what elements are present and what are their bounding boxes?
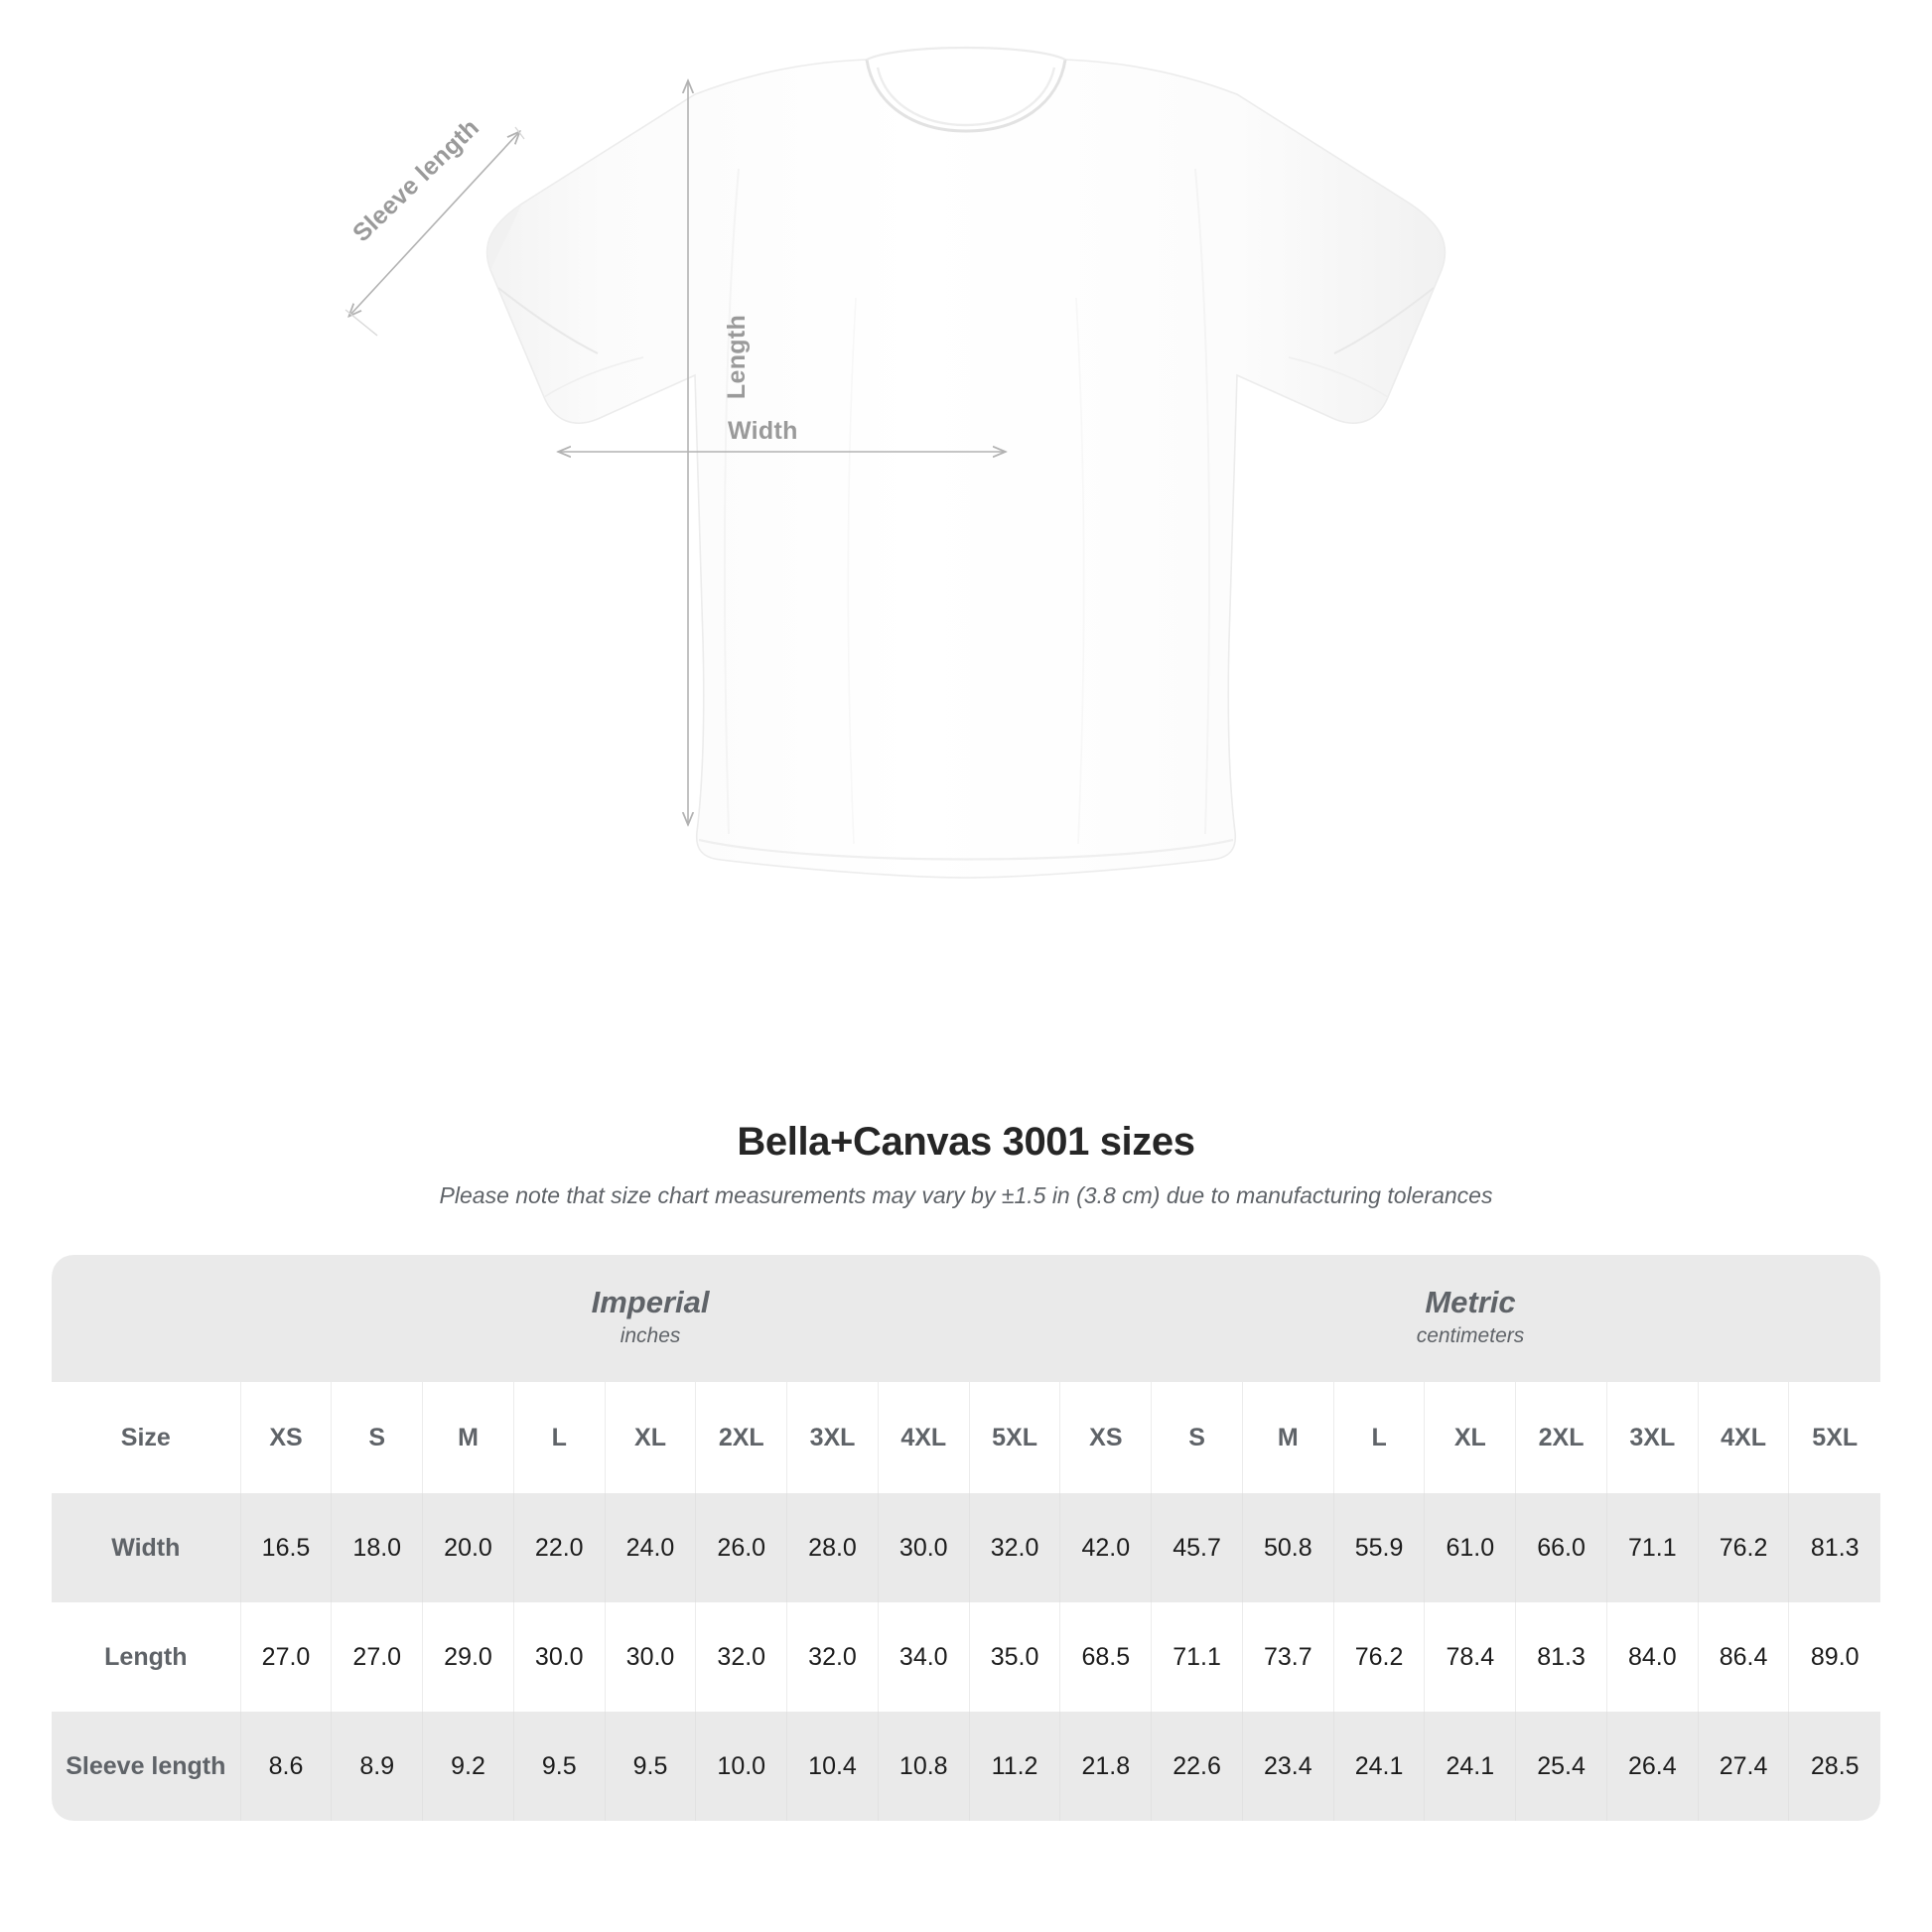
table-cell: 27.4 bbox=[1697, 1712, 1789, 1821]
size-column-header: 5XL bbox=[968, 1382, 1060, 1493]
size-column-header: XS bbox=[1059, 1382, 1152, 1493]
row-label-sleeve-length: Sleeve length bbox=[52, 1712, 241, 1821]
unit-sub-imperial: inches bbox=[620, 1324, 681, 1348]
size-column-header: L bbox=[1332, 1382, 1425, 1493]
table-cell: 34.0 bbox=[877, 1602, 970, 1712]
size-header-row: Size XS S M L XL 2XL 3XL 4XL 5XL XS S M L XL 2XL 3XL 4XL 5… bbox=[52, 1382, 1880, 1493]
size-column-header: 3XL bbox=[1605, 1382, 1699, 1493]
table-cell: 71.1 bbox=[1151, 1602, 1243, 1712]
table-cell: 22.0 bbox=[512, 1493, 606, 1602]
table-cell: 23.4 bbox=[1241, 1712, 1334, 1821]
size-chart-table: Imperial inches Metric centimeters Size XS S M L… bbox=[52, 1255, 1880, 1821]
unit-row-spacer bbox=[52, 1255, 241, 1382]
table-cell: 84.0 bbox=[1605, 1602, 1699, 1712]
table-cell: 29.0 bbox=[422, 1602, 514, 1712]
unit-banner-row: Imperial inches Metric centimeters bbox=[52, 1255, 1880, 1382]
table-row: Width 16.5 18.0 20.0 22.0 24.0 26.0 28.0 30.0 32.… bbox=[52, 1493, 1880, 1602]
table-cell: 11.2 bbox=[968, 1712, 1060, 1821]
length-label: Length bbox=[723, 314, 752, 400]
unit-name-metric: Metric bbox=[1425, 1285, 1516, 1320]
table-cell: 10.0 bbox=[695, 1712, 787, 1821]
table-cell: 9.5 bbox=[604, 1712, 696, 1821]
table-cell: 10.8 bbox=[877, 1712, 970, 1821]
table-cell: 20.0 bbox=[422, 1493, 514, 1602]
row-label-width: Width bbox=[52, 1493, 241, 1602]
unit-sub-metric: centimeters bbox=[1416, 1324, 1525, 1348]
table-cell: 66.0 bbox=[1515, 1493, 1607, 1602]
table-cell: 10.4 bbox=[786, 1712, 879, 1821]
table-cell: 22.6 bbox=[1151, 1712, 1243, 1821]
table-cell: 30.0 bbox=[512, 1602, 606, 1712]
table-cell: 32.0 bbox=[786, 1602, 879, 1712]
table-cell: 86.4 bbox=[1697, 1602, 1789, 1712]
table-cell: 24.1 bbox=[1424, 1712, 1516, 1821]
table-cell: 55.9 bbox=[1332, 1493, 1425, 1602]
size-column-header: XS bbox=[239, 1382, 332, 1493]
table-cell: 8.6 bbox=[239, 1712, 332, 1821]
unit-group-imperial: Imperial inches bbox=[240, 1255, 1060, 1382]
table-cell: 30.0 bbox=[877, 1493, 970, 1602]
table-cell: 76.2 bbox=[1697, 1493, 1789, 1602]
table-cell: 81.3 bbox=[1515, 1602, 1607, 1712]
table-cell: 9.2 bbox=[422, 1712, 514, 1821]
table-cell: 27.0 bbox=[239, 1602, 332, 1712]
table-cell: 73.7 bbox=[1241, 1602, 1334, 1712]
table-cell: 32.0 bbox=[968, 1493, 1060, 1602]
size-column-header: S bbox=[331, 1382, 423, 1493]
table-cell: 76.2 bbox=[1332, 1602, 1425, 1712]
table-cell: 26.0 bbox=[695, 1493, 787, 1602]
size-column-header: XL bbox=[1424, 1382, 1516, 1493]
table-cell: 8.9 bbox=[331, 1712, 423, 1821]
table-cell: 78.4 bbox=[1424, 1602, 1516, 1712]
table-cell: 50.8 bbox=[1241, 1493, 1334, 1602]
sleeve-dimension-line bbox=[345, 126, 525, 337]
table-cell: 68.5 bbox=[1059, 1602, 1152, 1712]
table-cell: 89.0 bbox=[1788, 1602, 1880, 1712]
size-header-label: Size bbox=[52, 1382, 241, 1493]
table-cell: 21.8 bbox=[1059, 1712, 1152, 1821]
table-cell: 81.3 bbox=[1788, 1493, 1880, 1602]
size-column-header: M bbox=[422, 1382, 514, 1493]
size-column-header: S bbox=[1151, 1382, 1243, 1493]
table-cell: 25.4 bbox=[1515, 1712, 1607, 1821]
size-column-header: 4XL bbox=[1697, 1382, 1789, 1493]
tolerance-note: Please note that size chart measurements… bbox=[439, 1182, 1493, 1208]
size-column-header: XL bbox=[604, 1382, 696, 1493]
table-cell: 35.0 bbox=[968, 1602, 1060, 1712]
table-cell: 16.5 bbox=[239, 1493, 332, 1602]
table-cell: 9.5 bbox=[512, 1712, 606, 1821]
page-title: Bella+Canvas 3001 sizes bbox=[737, 1120, 1195, 1164]
table-cell: 42.0 bbox=[1059, 1493, 1152, 1602]
size-column-header: 3XL bbox=[786, 1382, 879, 1493]
table-cell: 27.0 bbox=[331, 1602, 423, 1712]
table-cell: 45.7 bbox=[1151, 1493, 1243, 1602]
table-cell: 26.4 bbox=[1605, 1712, 1699, 1821]
size-column-header: 4XL bbox=[877, 1382, 970, 1493]
table-cell: 71.1 bbox=[1605, 1493, 1699, 1602]
size-column-header: 2XL bbox=[1515, 1382, 1607, 1493]
table-cell: 61.0 bbox=[1424, 1493, 1516, 1602]
table-cell: 24.0 bbox=[604, 1493, 696, 1602]
unit-name-imperial: Imperial bbox=[591, 1285, 710, 1320]
table-row: Length 27.0 27.0 29.0 30.0 30.0 32.0 32.0 34.0 35… bbox=[52, 1602, 1880, 1712]
table-cell: 30.0 bbox=[604, 1602, 696, 1712]
table-cell: 28.0 bbox=[786, 1493, 879, 1602]
size-column-header: M bbox=[1241, 1382, 1334, 1493]
width-label: Width bbox=[728, 417, 798, 445]
tshirt-measurement-diagram: Sleeve length Length Width bbox=[345, 46, 1447, 879]
size-column-header: L bbox=[512, 1382, 606, 1493]
unit-group-metric: Metric centimeters bbox=[1059, 1255, 1880, 1382]
title-block: Bella+Canvas 3001 sizes Please note that… bbox=[0, 1120, 1932, 1209]
shirt-body bbox=[485, 46, 1447, 879]
tshirt-illustration bbox=[345, 46, 1447, 879]
table-row: Sleeve length 8.6 8.9 9.2 9.5 9.5 10.0 10.4 10.8… bbox=[52, 1712, 1880, 1821]
table-cell: 24.1 bbox=[1332, 1712, 1425, 1821]
size-column-header: 2XL bbox=[695, 1382, 787, 1493]
row-label-length: Length bbox=[52, 1602, 241, 1712]
size-chart-table-wrapper: Imperial inches Metric centimeters Size XS S M L… bbox=[52, 1255, 1880, 1821]
table-cell: 32.0 bbox=[695, 1602, 787, 1712]
table-cell: 18.0 bbox=[331, 1493, 423, 1602]
table-cell: 28.5 bbox=[1788, 1712, 1880, 1821]
size-column-header: 5XL bbox=[1788, 1382, 1880, 1493]
